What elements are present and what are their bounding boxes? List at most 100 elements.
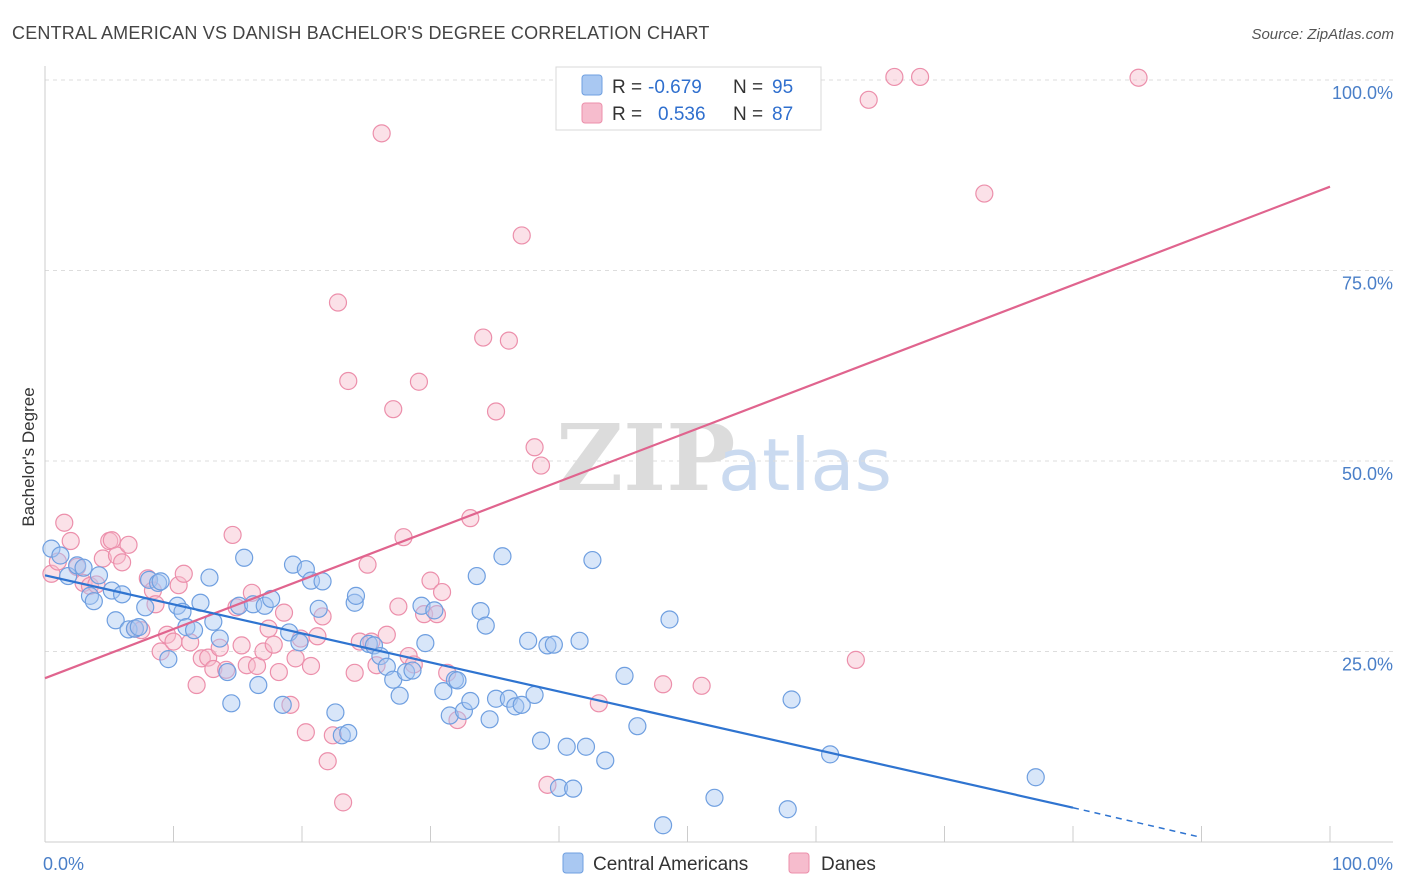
data-point-danes[interactable] <box>169 576 188 595</box>
data-point-central-americans[interactable] <box>557 737 576 756</box>
data-point-central-americans[interactable] <box>425 601 444 620</box>
data-point-danes[interactable] <box>187 675 206 695</box>
bottom-legend-label-central-americans[interactable]: Central Americans <box>593 854 748 875</box>
data-point-central-americans[interactable] <box>454 701 474 721</box>
data-point-danes[interactable] <box>204 659 223 679</box>
data-point-danes[interactable] <box>859 90 878 109</box>
data-point-central-americans[interactable] <box>576 737 596 756</box>
data-point-central-americans[interactable] <box>440 706 459 725</box>
data-point-danes[interactable] <box>301 656 321 676</box>
data-point-danes[interactable] <box>119 535 138 554</box>
data-point-danes[interactable] <box>223 525 242 545</box>
data-point-danes[interactable] <box>531 456 551 475</box>
data-point-central-americans[interactable] <box>106 611 125 630</box>
data-point-central-americans[interactable] <box>653 816 673 835</box>
data-point-central-americans[interactable] <box>512 695 531 714</box>
data-point-danes[interactable] <box>474 328 493 347</box>
bottom-legend-swatch-central-americans[interactable] <box>562 852 584 874</box>
data-point-central-americans[interactable] <box>476 616 495 635</box>
data-point-central-americans[interactable] <box>596 751 615 770</box>
data-point-danes[interactable] <box>286 649 305 668</box>
data-point-danes[interactable] <box>55 513 74 532</box>
data-point-central-americans[interactable] <box>519 631 538 650</box>
data-point-central-americans[interactable] <box>89 566 109 585</box>
data-point-central-americans[interactable] <box>51 546 70 565</box>
data-point-central-americans[interactable] <box>74 558 93 577</box>
data-point-central-americans[interactable] <box>84 592 103 611</box>
data-point-danes[interactable] <box>512 226 531 245</box>
data-point-danes[interactable] <box>264 635 283 654</box>
data-point-central-americans[interactable] <box>525 685 544 705</box>
data-point-central-americans[interactable] <box>396 662 416 682</box>
data-point-central-americans[interactable] <box>467 566 486 586</box>
data-point-danes[interactable] <box>93 549 112 568</box>
bottom-legend-swatch-danes[interactable] <box>788 852 810 874</box>
data-point-danes[interactable] <box>174 564 193 583</box>
data-point-danes[interactable] <box>61 531 80 551</box>
data-point-central-americans[interactable] <box>493 547 512 566</box>
data-point-danes[interactable] <box>653 675 673 694</box>
source-label[interactable]: Source: ZipAtlas.com <box>1251 26 1394 43</box>
data-point-danes[interactable] <box>885 67 904 87</box>
data-point-danes[interactable] <box>692 676 711 695</box>
data-point-central-americans[interactable] <box>506 697 525 716</box>
data-point-danes[interactable] <box>151 642 170 661</box>
data-point-central-americans[interactable] <box>782 690 801 709</box>
data-point-danes[interactable] <box>486 402 506 421</box>
data-point-danes[interactable] <box>499 331 518 350</box>
data-point-danes[interactable] <box>199 648 218 667</box>
data-point-danes[interactable] <box>259 619 278 638</box>
data-point-danes[interactable] <box>164 632 183 651</box>
data-point-central-americans[interactable] <box>339 723 358 743</box>
data-point-danes[interactable] <box>328 293 348 312</box>
data-point-central-americans[interactable] <box>136 598 155 617</box>
data-point-central-americans[interactable] <box>705 788 724 807</box>
data-point-central-americans[interactable] <box>564 779 583 798</box>
data-point-danes[interactable] <box>358 555 377 574</box>
data-point-central-americans[interactable] <box>531 731 551 750</box>
data-point-central-americans[interactable] <box>628 717 647 736</box>
data-point-central-americans[interactable] <box>1026 768 1045 787</box>
data-point-central-americans[interactable] <box>390 686 409 705</box>
data-point-central-americans[interactable] <box>471 602 490 621</box>
data-point-danes[interactable] <box>112 553 132 572</box>
data-point-central-americans[interactable] <box>538 636 557 655</box>
data-point-central-americans[interactable] <box>151 572 170 591</box>
data-point-central-americans[interactable] <box>42 539 61 558</box>
data-point-central-americans[interactable] <box>200 568 219 587</box>
data-point-danes[interactable] <box>232 636 251 655</box>
data-point-central-americans[interactable] <box>583 550 602 570</box>
data-point-central-americans[interactable] <box>416 634 435 653</box>
data-point-central-americans[interactable] <box>403 661 422 680</box>
data-point-danes[interactable] <box>237 656 256 675</box>
data-point-central-americans[interactable] <box>326 703 345 722</box>
data-point-danes[interactable] <box>525 438 544 457</box>
data-point-danes[interactable] <box>345 663 364 682</box>
data-point-danes[interactable] <box>192 649 211 668</box>
data-point-central-americans[interactable] <box>129 618 148 637</box>
data-point-central-americans[interactable] <box>290 633 309 652</box>
data-point-danes[interactable] <box>334 793 353 812</box>
data-point-central-americans[interactable] <box>615 666 634 685</box>
data-point-danes[interactable] <box>384 400 403 419</box>
data-point-danes[interactable] <box>339 371 358 391</box>
data-point-danes[interactable] <box>269 662 288 682</box>
data-point-central-americans[interactable] <box>255 596 274 615</box>
data-point-central-americans[interactable] <box>448 671 467 690</box>
data-point-danes[interactable] <box>389 597 408 616</box>
data-point-danes[interactable] <box>296 723 315 742</box>
data-point-central-americans[interactable] <box>549 778 569 797</box>
data-point-danes[interactable] <box>432 582 452 602</box>
data-point-danes[interactable] <box>377 625 396 644</box>
data-point-danes[interactable] <box>409 372 429 391</box>
data-point-danes[interactable] <box>210 638 229 657</box>
data-point-central-americans[interactable] <box>235 548 254 567</box>
bottom-legend-label-danes[interactable]: Danes <box>821 854 876 875</box>
data-point-danes[interactable] <box>372 124 391 143</box>
data-point-central-americans[interactable] <box>222 694 241 713</box>
data-point-danes[interactable] <box>132 621 151 640</box>
data-point-danes[interactable] <box>975 184 994 203</box>
data-point-central-americans[interactable] <box>570 631 589 650</box>
data-point-central-americans[interactable] <box>218 662 237 682</box>
data-point-central-americans[interactable] <box>249 675 268 695</box>
